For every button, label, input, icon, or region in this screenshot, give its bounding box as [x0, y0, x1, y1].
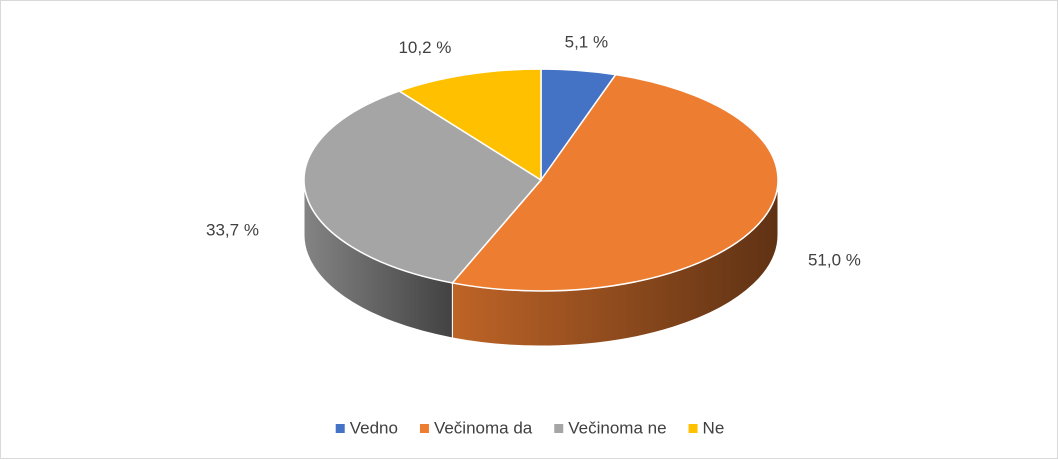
- legend-swatch: [419, 424, 429, 433]
- legend-label: Ne: [703, 418, 725, 437]
- legend-label: Vedno: [350, 418, 398, 437]
- data-label: 5,1 %: [565, 33, 608, 52]
- legend-label: Večinoma ne: [568, 418, 666, 437]
- slice: [303, 90, 543, 284]
- slice: [450, 73, 779, 292]
- slice: [397, 68, 542, 182]
- data-label: 10,2 %: [398, 38, 451, 57]
- legend-swatch: [335, 424, 345, 433]
- legend-swatch: [554, 424, 564, 433]
- legend-swatch: [688, 424, 698, 433]
- data-label: 33,7 %: [206, 220, 259, 239]
- data-label: 51,0 %: [808, 250, 861, 269]
- legend-label: Večinoma da: [434, 418, 533, 437]
